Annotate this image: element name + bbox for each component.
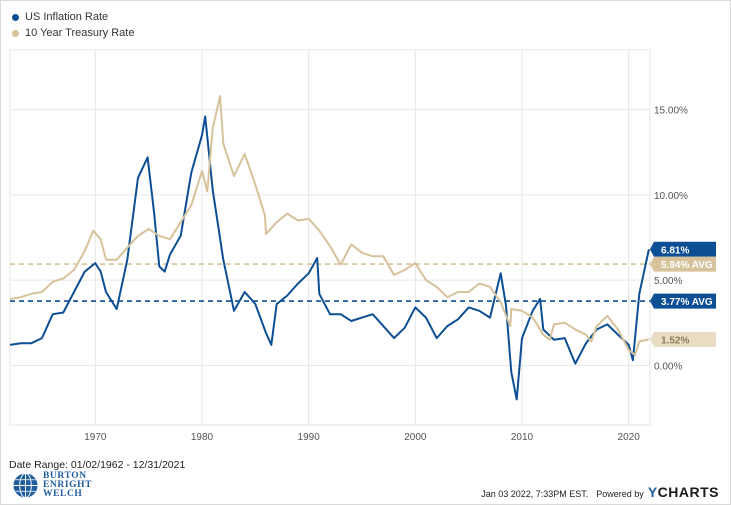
y-axis: 0.00% 5.00% 10.00% 15.00% — [654, 106, 688, 373]
logo-line-1: BURTON — [43, 471, 87, 481]
footer-attribution: Jan 03 2022, 7:33PM EST. Powered by YCHA… — [481, 484, 719, 500]
legend-label-treasury: 10 Year Treasury Rate — [25, 27, 135, 39]
y-tick-label-10: 10.00% — [654, 191, 688, 202]
avg-label-1-text: 3.77% AVG — [661, 297, 713, 308]
plot-area — [9, 49, 651, 426]
y-tick-label-0: 0.00% — [654, 361, 682, 372]
end-label-0-tag — [650, 241, 716, 257]
legend-item-treasury[interactable]: 10 Year Treasury Rate — [12, 25, 134, 41]
x-tick-label-2010: 2010 — [511, 432, 534, 443]
end-label-1-text: 1.52% — [661, 335, 689, 346]
x-tick-label-2020: 2020 — [618, 432, 641, 443]
logo-line-2: ENRIGHT — [43, 480, 93, 490]
x-tick-label-1990: 1990 — [298, 432, 321, 443]
x-tick-label-1980: 1980 — [191, 432, 214, 443]
ycharts-rest: CHARTS — [657, 484, 719, 500]
series-line-1 — [9, 95, 650, 357]
ycharts-logo[interactable]: YCHARTS — [648, 484, 719, 500]
timestamp: Jan 03 2022, 7:33PM EST. — [481, 489, 589, 499]
avg-label-0-text: 5.94% AVG — [661, 260, 713, 271]
grid-lines — [10, 50, 650, 425]
chart-legend: US Inflation Rate 10 Year Treasury Rate — [12, 9, 134, 41]
avg-label-0-tag — [650, 256, 716, 272]
legend-item-inflation[interactable]: US Inflation Rate — [12, 9, 134, 25]
end-label-0-text: 6.81% — [661, 245, 689, 256]
reference-lines — [10, 263, 650, 302]
burton-enright-welch-logo: BURTON ENRIGHT WELCH — [12, 471, 93, 499]
powered-by: Powered by — [596, 489, 644, 499]
value-labels: 6.81% 1.52% 5.94% AVG 3.77% AVG — [650, 241, 716, 347]
series-line-0 — [9, 115, 650, 401]
avg-label-1-tag — [650, 293, 716, 309]
globe-icon — [13, 472, 38, 499]
series-group — [9, 95, 650, 401]
x-tick-label-1970: 1970 — [84, 432, 107, 443]
x-axis: 1970 1980 1990 2000 2010 2020 — [84, 432, 640, 443]
ycharts-y: Y — [647, 484, 658, 500]
logo-line-3: WELCH — [43, 489, 83, 499]
logo-text: BURTON ENRIGHT WELCH — [43, 471, 93, 499]
legend-dot-treasury — [12, 29, 19, 37]
legend-dot-inflation — [12, 13, 19, 21]
date-range: Date Range: 01/02/1962 - 12/31/2021 — [9, 459, 186, 471]
legend-label-inflation: US Inflation Rate — [25, 11, 109, 23]
x-tick-label-2000: 2000 — [404, 432, 427, 443]
y-tick-label-5: 5.00% — [654, 276, 682, 287]
end-label-1-tag — [650, 331, 716, 347]
y-tick-label-15: 15.00% — [654, 106, 688, 117]
